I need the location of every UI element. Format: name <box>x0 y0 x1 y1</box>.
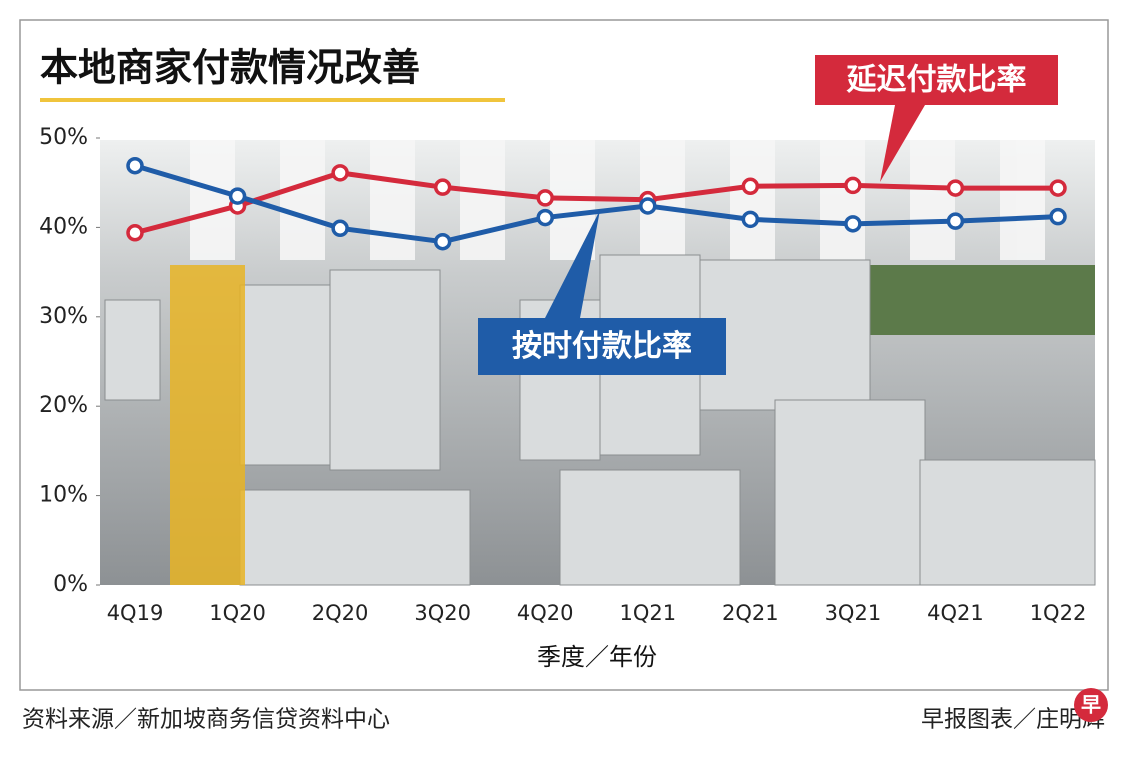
data-point <box>536 189 554 207</box>
logo-text: 早 <box>1081 693 1101 717</box>
x-tick-label: 4Q21 <box>927 601 984 625</box>
data-point <box>741 177 760 196</box>
data-point <box>433 178 452 196</box>
data-point <box>228 187 247 205</box>
x-tick-label: 4Q19 <box>107 601 164 625</box>
legend-label: 延迟付款比率 <box>846 63 1027 98</box>
title-underline <box>40 98 505 102</box>
y-tick-label: 0% <box>53 572 88 597</box>
y-tick-label: 30% <box>39 304 88 329</box>
legend-label: 按时付款比率 <box>512 329 692 364</box>
data-point <box>126 224 144 242</box>
data-point <box>1049 207 1067 226</box>
data-point <box>536 208 554 227</box>
y-tick-label: 50% <box>39 125 88 150</box>
data-point <box>331 164 349 182</box>
series-line <box>134 170 1058 236</box>
data-point <box>946 212 965 230</box>
data-point <box>126 156 144 175</box>
plot: 0% 10% 20% 30% 40% 50% 4Q19 1Q20 2Q20 3Q20 4Q20 1Q2… <box>39 55 1086 625</box>
data-point <box>844 215 862 233</box>
data-point <box>639 197 657 215</box>
x-tick-label: 1Q21 <box>619 601 676 625</box>
x-tick-label: 4Q20 <box>517 601 574 625</box>
logo <box>1074 688 1108 722</box>
x-tick-label: 1Q20 <box>209 601 266 625</box>
legend-box <box>478 318 726 375</box>
data-point <box>1049 179 1067 197</box>
x-tick-label: 3Q20 <box>414 601 471 625</box>
x-tick-label: 1Q22 <box>1030 601 1087 625</box>
data-point <box>741 210 760 229</box>
x-tick-label: 2Q20 <box>312 601 369 625</box>
credit: 早报图表／庄明辉 <box>921 707 1105 733</box>
callout-pointer <box>545 210 600 318</box>
data-point <box>331 219 349 238</box>
y-tick-label: 10% <box>39 483 88 508</box>
legend-box <box>815 55 1058 105</box>
x-tick-label: 3Q21 <box>825 601 882 625</box>
callout-pointer <box>880 105 925 182</box>
x-axis-label: 季度／年份 <box>537 643 657 671</box>
data-point <box>433 232 452 251</box>
y-tick-label: 20% <box>39 393 88 418</box>
y-tick-label: 40% <box>39 214 88 239</box>
data-point <box>946 179 965 197</box>
x-tick-label: 2Q21 <box>722 601 779 625</box>
series-line <box>134 163 1059 245</box>
chart-title: 本地商家付款情况改善 <box>40 46 420 90</box>
data-point <box>844 176 862 195</box>
source: 资料来源／新加坡商务信贷资料中心 <box>22 707 390 733</box>
